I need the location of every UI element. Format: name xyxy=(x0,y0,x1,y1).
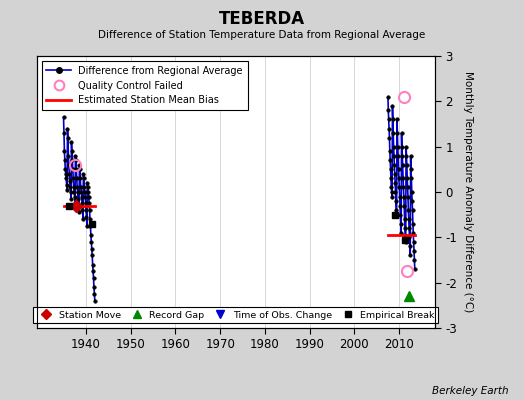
Legend: Station Move, Record Gap, Time of Obs. Change, Empirical Break: Station Move, Record Gap, Time of Obs. C… xyxy=(33,307,439,323)
Text: Berkeley Earth: Berkeley Earth xyxy=(432,386,508,396)
Text: Difference of Station Temperature Data from Regional Average: Difference of Station Temperature Data f… xyxy=(99,30,425,40)
Y-axis label: Monthly Temperature Anomaly Difference (°C): Monthly Temperature Anomaly Difference (… xyxy=(463,71,473,313)
Text: TEBERDA: TEBERDA xyxy=(219,10,305,28)
